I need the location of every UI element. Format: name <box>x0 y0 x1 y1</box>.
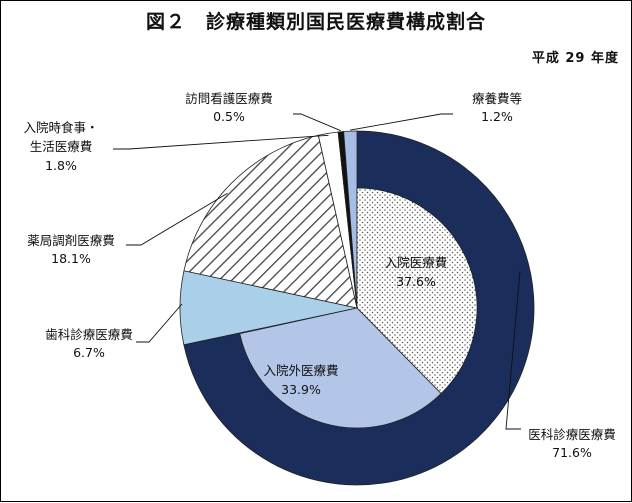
chart-title: 図２ 診療種類別国民医療費構成割合 <box>145 11 486 33</box>
slice-name-label: 生活医療費 <box>30 139 93 154</box>
slice-name-label: 歯科診療医療費 <box>45 327 133 342</box>
slice-value-label: 1.8% <box>45 158 77 173</box>
leader-line-2 <box>136 303 183 343</box>
slice-name-label: 薬局調剤医療費 <box>27 233 115 248</box>
inner-slice-name-label: 入院外医療費 <box>263 363 338 378</box>
slice-value-label: 18.1% <box>51 251 91 266</box>
pie-slice-6 <box>343 130 358 309</box>
leader-line-1 <box>505 271 521 430</box>
inner-slice-value-label: 33.9% <box>281 382 321 397</box>
inner-slice-value-label: 37.6% <box>396 274 436 289</box>
slice-value-label: 71.6% <box>552 445 592 460</box>
slice-name-label: 療養費等 <box>472 91 522 106</box>
inner-slice-name-label: 入院医療費 <box>385 255 448 270</box>
slice-value-label: 0.5% <box>213 109 245 124</box>
leader-line-3 <box>126 192 228 246</box>
slice-value-label: 6.7% <box>73 345 105 360</box>
leader-line-4 <box>113 134 329 150</box>
inner-slice-2 <box>239 307 442 429</box>
inner-slice-1 <box>356 187 478 395</box>
slice-value-label: 1.2% <box>481 109 513 124</box>
leader-line-6 <box>350 113 453 131</box>
slice-name-label: 入院時食事・ <box>23 120 98 135</box>
leader-line-5 <box>293 113 341 132</box>
slice-name-label: 訪問看護医療費 <box>185 91 273 106</box>
chart-subtitle: 平成 29 年度 <box>531 51 619 66</box>
pie-slice-3 <box>183 134 358 309</box>
slice-name-label: 医科診療医療費 <box>528 427 616 442</box>
